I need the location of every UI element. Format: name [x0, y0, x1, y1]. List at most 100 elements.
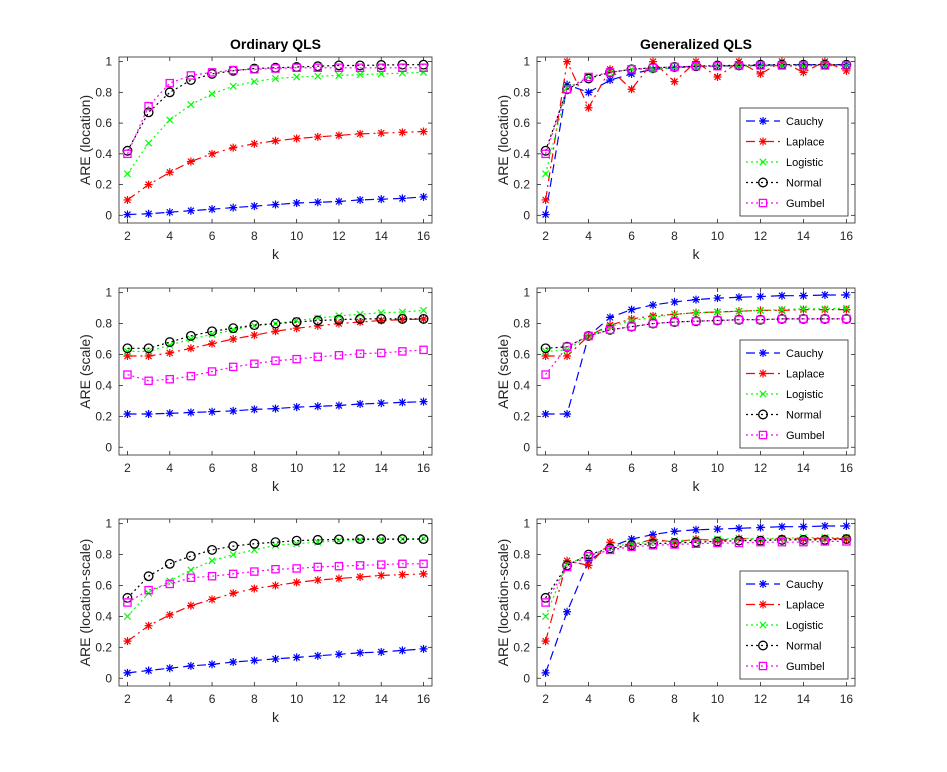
- data-point: [758, 661, 768, 671]
- data-point: [756, 315, 765, 324]
- data-point: [144, 352, 153, 361]
- data-point: [144, 347, 153, 356]
- data-point: [627, 85, 636, 94]
- x-tick-label: 12: [332, 229, 346, 243]
- data-point: [292, 354, 301, 364]
- data-point: [144, 585, 153, 595]
- data-point: [355, 349, 365, 358]
- data-point: [398, 570, 407, 579]
- data-point: [293, 540, 301, 548]
- y-tick-label: 0.4: [513, 147, 530, 161]
- data-point: [250, 331, 259, 340]
- data-point: [418, 59, 429, 70]
- data-point: [166, 116, 174, 124]
- data-point: [207, 68, 218, 79]
- data-point: [799, 314, 808, 324]
- data-point: [123, 210, 132, 219]
- data-point: [292, 63, 301, 73]
- data-point: [419, 559, 428, 569]
- data-point: [691, 316, 701, 326]
- data-point: [756, 535, 765, 544]
- data-point: [584, 556, 593, 565]
- data-point: [734, 293, 743, 302]
- legend-label: Laplace: [786, 369, 825, 381]
- data-point: [229, 406, 238, 415]
- data-point: [165, 579, 175, 589]
- data-point: [356, 318, 365, 327]
- y-tick-label: 0: [523, 671, 530, 685]
- data-point: [605, 68, 615, 77]
- data-point: [734, 60, 744, 71]
- data-point: [207, 544, 218, 555]
- data-point: [144, 410, 153, 419]
- data-point: [312, 534, 323, 545]
- x-tick-label: 4: [166, 461, 173, 475]
- data-point: [292, 134, 301, 143]
- x-tick-label: 6: [209, 229, 216, 243]
- data-point: [271, 581, 280, 590]
- data-point: [842, 535, 851, 544]
- data-point: [356, 129, 365, 138]
- data-point: [313, 402, 322, 411]
- series-cauchy: [541, 521, 851, 677]
- data-point: [713, 525, 722, 534]
- data-point: [735, 307, 743, 315]
- data-point: [821, 305, 829, 313]
- data-point: [648, 541, 658, 550]
- data-point: [143, 571, 154, 582]
- x-tick-label: 4: [585, 461, 592, 475]
- data-point: [164, 337, 175, 348]
- data-point: [777, 61, 787, 70]
- series-line: [127, 349, 424, 382]
- data-point: [228, 541, 239, 552]
- data-point: [756, 292, 765, 301]
- data-point: [584, 551, 593, 561]
- y-axis-label: ARE (location): [77, 95, 93, 185]
- data-point: [143, 107, 154, 118]
- data-point: [563, 352, 572, 361]
- x-tick-label: 2: [542, 229, 549, 243]
- data-point: [293, 73, 301, 81]
- data-point: [562, 562, 572, 572]
- data-point: [377, 129, 386, 138]
- series-line: [545, 318, 847, 375]
- data-point: [376, 560, 386, 569]
- data-point: [670, 297, 679, 306]
- data-point: [228, 323, 239, 334]
- series-cauchy: [123, 192, 428, 219]
- data-point: [759, 621, 767, 629]
- data-point: [648, 63, 658, 73]
- data-point: [250, 202, 259, 211]
- x-tick-label: 16: [840, 692, 854, 706]
- data-point: [208, 557, 216, 565]
- data-point: [820, 290, 829, 299]
- series-cauchy: [123, 397, 428, 419]
- data-point: [313, 198, 322, 207]
- data-point: [418, 313, 429, 324]
- data-point: [820, 521, 829, 530]
- data-point: [759, 158, 767, 166]
- data-point: [185, 551, 196, 562]
- data-point: [229, 203, 238, 212]
- legend: Cauchy Laplace Logistic Normal Gumbel: [739, 570, 849, 680]
- series-line: [545, 537, 847, 642]
- y-axis-label: ARE (scale): [77, 334, 93, 409]
- data-point: [186, 408, 195, 417]
- data-point: [356, 572, 365, 581]
- data-point: [229, 143, 238, 152]
- data-point: [250, 139, 259, 148]
- data-point: [271, 565, 280, 574]
- data-point: [758, 177, 768, 188]
- x-tick-label: 12: [332, 461, 346, 475]
- data-point: [563, 57, 572, 66]
- data-point: [229, 589, 238, 598]
- y-tick-label: 0.4: [95, 147, 112, 161]
- data-point: [799, 537, 808, 547]
- x-tick-label: 2: [542, 461, 549, 475]
- data-point: [334, 574, 343, 583]
- data-point: [691, 539, 701, 548]
- x-tick-label: 8: [251, 692, 258, 706]
- data-point: [777, 314, 787, 324]
- series-normal: [540, 534, 852, 603]
- x-tick-label: 16: [840, 461, 854, 475]
